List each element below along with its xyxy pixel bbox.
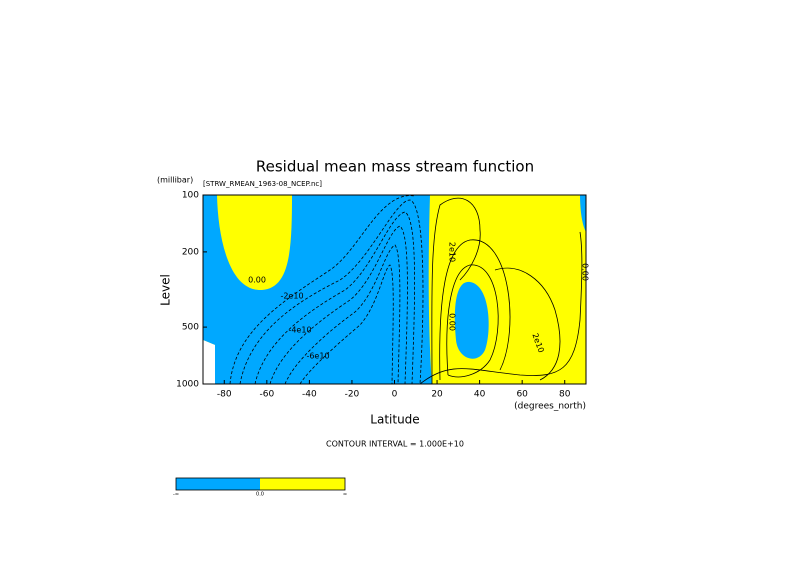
negative-region bbox=[454, 281, 489, 359]
x-unit: (degrees_north) bbox=[514, 402, 586, 412]
contour-label: -2e10 bbox=[280, 292, 303, 301]
contour-label: -6e10 bbox=[306, 352, 329, 361]
negative-region bbox=[580, 195, 586, 232]
contour-label: 0.00 bbox=[448, 313, 457, 331]
colorbar-label: ∞ bbox=[343, 492, 347, 498]
colorbar-label: 0.0 bbox=[256, 492, 264, 498]
negative-region bbox=[203, 195, 432, 384]
contour-label: 0.00 bbox=[248, 276, 266, 285]
x-tick-label: 60 bbox=[516, 390, 528, 400]
x-tick-label: 0 bbox=[392, 390, 398, 400]
chart-title: Residual mean mass stream function bbox=[256, 158, 534, 176]
colorbar-positive bbox=[260, 478, 345, 490]
y-tick-label: 200 bbox=[182, 247, 199, 257]
x-tick-label: 40 bbox=[474, 390, 486, 400]
colorbar-frame bbox=[175, 477, 346, 491]
x-tick-label: -80 bbox=[217, 390, 232, 400]
x-tick-label: 80 bbox=[559, 390, 571, 400]
blank-region bbox=[203, 340, 215, 384]
x-axis-label: Latitude bbox=[370, 413, 419, 427]
x-tick-label: -40 bbox=[302, 390, 317, 400]
x-tick-label: -20 bbox=[345, 390, 360, 400]
colorbar-label: -∞ bbox=[173, 492, 179, 498]
contours bbox=[229, 195, 583, 385]
y-tick-label: 500 bbox=[182, 323, 199, 333]
subtitle: [STRW_RMEAN_1963-08_NCEP.nc] bbox=[203, 180, 322, 188]
y-axis-label: Level bbox=[159, 274, 173, 306]
contour-label: 2e10 bbox=[448, 242, 457, 262]
contour-label: 0.00 bbox=[581, 263, 590, 281]
x-tick-label: 20 bbox=[431, 390, 443, 400]
colorbar bbox=[175, 477, 346, 491]
x-tick-label: -60 bbox=[259, 390, 274, 400]
plot bbox=[202, 194, 587, 385]
footnote: CONTOUR INTERVAL = 1.000E+10 bbox=[326, 440, 464, 449]
colorbar-negative bbox=[176, 478, 260, 490]
y-unit: (millibar) bbox=[157, 176, 193, 185]
y-tick-label: 1000 bbox=[176, 380, 199, 390]
contour-label: -4e10 bbox=[288, 326, 311, 335]
y-tick-label: 100 bbox=[182, 191, 199, 201]
